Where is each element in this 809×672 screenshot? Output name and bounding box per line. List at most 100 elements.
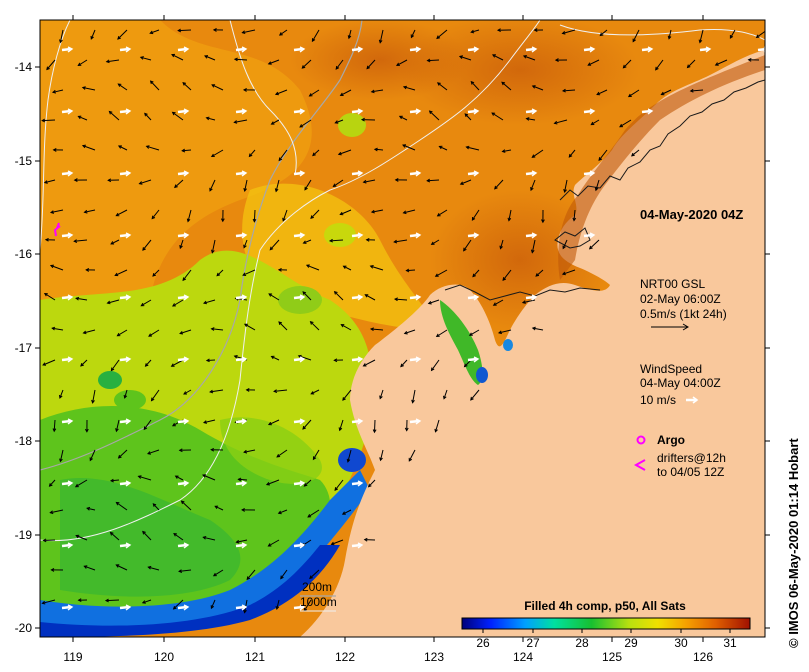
- current-arrow-head: [178, 569, 183, 573]
- current-arrow-head: [42, 362, 47, 366]
- current-arrow: [150, 80, 160, 91]
- current-arrow-head: [491, 112, 496, 116]
- current-arrow: [82, 87, 96, 91]
- current-arrow-head: [562, 245, 566, 250]
- wind-arrow-head: [415, 46, 422, 53]
- current-arrow-head: [458, 55, 463, 59]
- current-arrow: [210, 599, 216, 609]
- current-arrow-head: [273, 389, 278, 394]
- current-arrow: [148, 329, 160, 337]
- current-arrow: [179, 329, 192, 334]
- wind-arrow-head: [183, 232, 190, 239]
- current-arrow-head: [521, 300, 526, 304]
- current-arrow-head: [268, 293, 273, 297]
- current-arrow-head: [171, 422, 176, 427]
- current-arrow: [400, 359, 408, 367]
- current-arrow: [105, 599, 120, 602]
- wind-arrow-head: [357, 356, 364, 363]
- current-arrow: [42, 359, 56, 366]
- wind-arrow-head: [183, 542, 190, 549]
- current-arrow-head: [186, 218, 191, 223]
- current-arrow-head: [347, 35, 352, 40]
- current-arrow: [501, 81, 512, 91]
- current-arrow: [139, 179, 152, 185]
- current-arrow: [89, 449, 96, 461]
- current-arrow-head: [360, 117, 365, 122]
- current-arrow-head: [531, 85, 536, 89]
- current-arrow: [206, 359, 216, 361]
- wind-arrow-head: [125, 604, 132, 611]
- wind-arrow-head: [415, 232, 422, 239]
- current-arrow-head: [86, 506, 91, 511]
- current-arrow: [310, 321, 320, 331]
- wind-arrow-head: [241, 542, 248, 549]
- current-arrow-head: [530, 249, 535, 254]
- current-arrow: [118, 449, 128, 459]
- current-arrow: [342, 389, 352, 401]
- current-arrow-head: [530, 187, 534, 192]
- wind-arrow: [351, 357, 362, 362]
- wind-arrow-head: [357, 108, 364, 115]
- current-arrow: [183, 389, 192, 395]
- wind-arrow: [235, 605, 246, 610]
- wind-arrow: [61, 171, 72, 176]
- current-arrow-head: [373, 147, 378, 152]
- current-arrow-head: [491, 54, 496, 58]
- wind-arrow-head: [125, 232, 132, 239]
- current-arrow: [52, 89, 64, 93]
- wind-arrow: [409, 357, 420, 362]
- current-arrow-head: [110, 241, 115, 245]
- current-arrow-head: [277, 510, 282, 515]
- current-arrow-head: [49, 210, 55, 214]
- current-arrow-head: [202, 474, 207, 478]
- current-arrow-head: [434, 428, 438, 433]
- wind-arrow: [61, 295, 72, 300]
- wind-arrow: [351, 233, 362, 238]
- current-arrow: [124, 389, 128, 399]
- current-arrow: [182, 269, 192, 281]
- wind-arrow: [119, 419, 130, 424]
- current-arrow-head: [277, 267, 282, 272]
- lat-tick-label: -14: [15, 60, 33, 74]
- wind-arrow-head: [415, 294, 422, 301]
- wind-arrow-head: [299, 232, 306, 239]
- wind-arrow-head: [299, 356, 306, 363]
- current-arrow-head: [44, 237, 49, 242]
- current-arrow-head: [400, 363, 404, 368]
- current-arrow-head: [202, 420, 208, 424]
- current-arrow: [142, 531, 152, 541]
- current-arrow-head: [152, 272, 157, 277]
- depth-contour-1000m: [40, 20, 71, 251]
- lon-tick-label: 119: [63, 650, 82, 664]
- current-arrow-head: [179, 245, 183, 250]
- current-arrow-head: [561, 271, 566, 276]
- current-arrow: [333, 179, 344, 187]
- current-arrow: [463, 239, 472, 251]
- current-arrow: [151, 389, 160, 401]
- wind-arrow: [235, 357, 246, 362]
- current-arrow-head: [181, 148, 186, 153]
- current-arrow: [370, 328, 384, 331]
- current-arrow: [118, 83, 128, 91]
- current-arrow: [50, 265, 64, 271]
- current-arrow: [211, 149, 224, 157]
- current-arrow-head: [212, 572, 217, 577]
- lat-tick-label: -18: [15, 434, 33, 448]
- current-arrow: [348, 29, 352, 39]
- wind-arrow: [119, 605, 130, 610]
- wind-arrow: [235, 171, 246, 176]
- current-arrow-head: [310, 215, 314, 220]
- current-arrow: [427, 59, 440, 62]
- current-arrow-head: [178, 448, 183, 453]
- current-arrow-head: [202, 536, 207, 540]
- current-arrow: [142, 239, 152, 251]
- current-arrow: [379, 29, 384, 43]
- current-arrow: [699, 29, 704, 43]
- current-arrow-head: [340, 324, 345, 328]
- wind-arrow-head: [241, 108, 248, 115]
- current-arrow-head: [334, 487, 339, 492]
- current-arrow-head: [237, 477, 242, 482]
- wind-arrow-head: [67, 418, 74, 425]
- current-arrow-head: [243, 187, 247, 193]
- current-arrow: [206, 117, 216, 121]
